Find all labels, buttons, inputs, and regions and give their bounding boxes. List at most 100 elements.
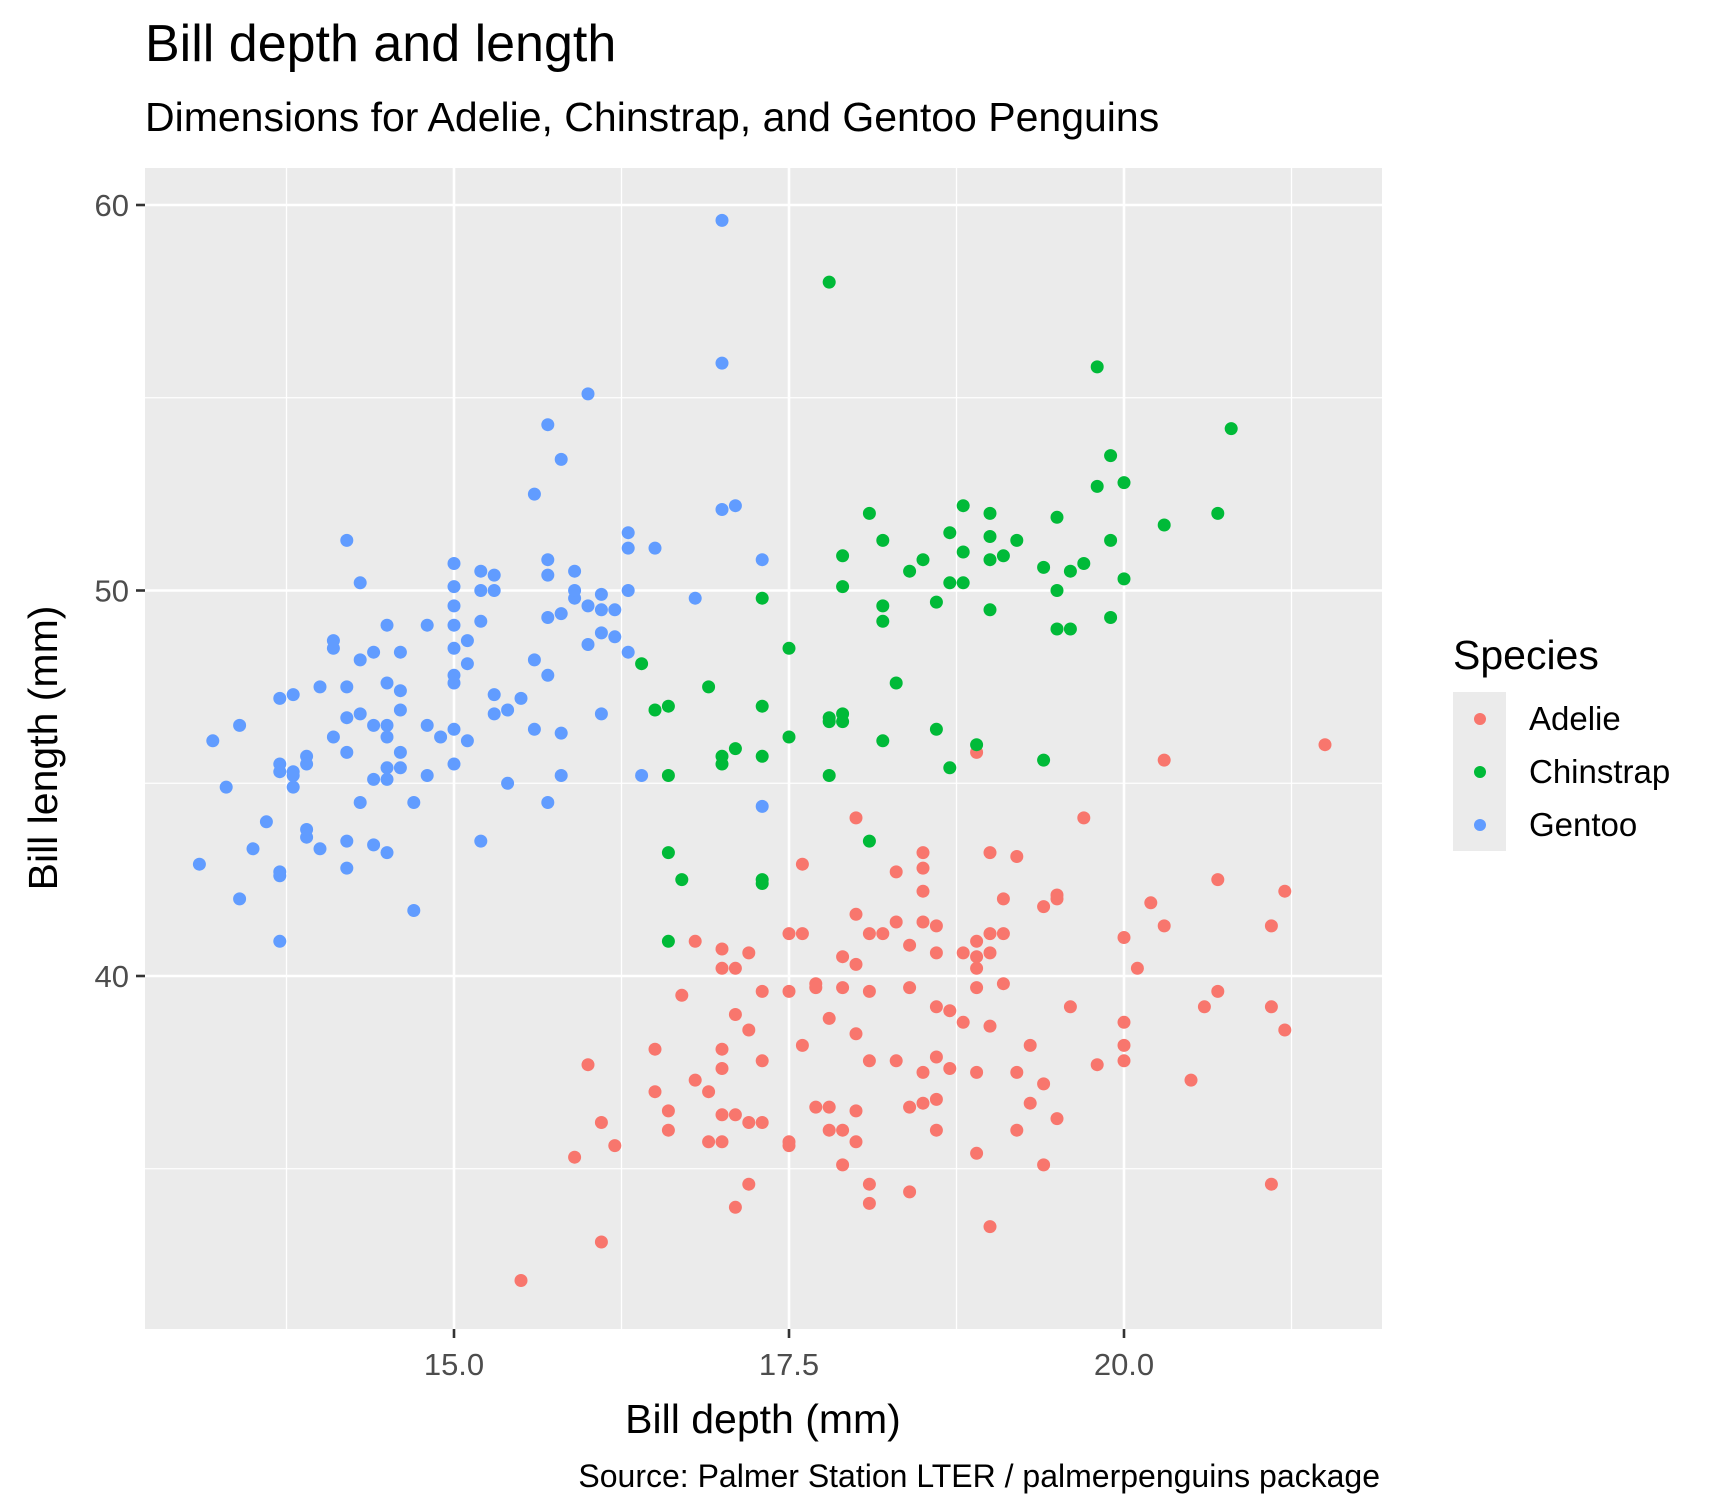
data-point xyxy=(259,815,273,829)
data-point xyxy=(943,576,957,590)
data-point xyxy=(836,580,850,594)
data-point xyxy=(326,730,340,744)
data-point xyxy=(1157,753,1171,767)
data-point xyxy=(849,1135,863,1149)
data-point xyxy=(273,865,287,879)
data-point xyxy=(487,707,501,721)
data-point xyxy=(742,1116,756,1129)
data-point xyxy=(956,545,970,559)
data-point xyxy=(1023,1038,1037,1052)
data-point xyxy=(822,769,836,782)
data-point xyxy=(970,1065,984,1079)
data-point xyxy=(889,1054,903,1068)
data-point xyxy=(608,603,622,617)
data-point xyxy=(983,1220,997,1234)
data-point xyxy=(1264,1000,1278,1014)
data-point xyxy=(594,707,608,721)
data-point xyxy=(568,564,582,578)
data-point xyxy=(1010,533,1024,547)
data-point xyxy=(970,738,984,752)
data-point xyxy=(675,988,689,1002)
data-point xyxy=(353,653,367,667)
data-point xyxy=(715,503,729,516)
data-point xyxy=(447,722,461,736)
data-point xyxy=(1050,892,1064,906)
data-point xyxy=(541,611,555,624)
data-point xyxy=(983,553,997,567)
data-point xyxy=(715,1108,729,1122)
data-point xyxy=(300,757,314,771)
data-point xyxy=(367,645,381,659)
data-point xyxy=(581,599,595,613)
data-point xyxy=(755,984,769,998)
data-point xyxy=(1184,1073,1198,1087)
data-point xyxy=(755,553,769,567)
data-point xyxy=(501,703,515,717)
data-point xyxy=(688,934,702,948)
data-point xyxy=(876,734,890,748)
data-point xyxy=(1117,476,1131,490)
data-point xyxy=(554,452,568,466)
data-point xyxy=(447,757,461,771)
data-point xyxy=(380,761,394,775)
data-point xyxy=(380,730,394,744)
data-point xyxy=(755,799,769,813)
data-point xyxy=(1050,510,1064,524)
data-point xyxy=(1318,738,1332,752)
data-point xyxy=(916,915,930,929)
data-point xyxy=(648,1085,662,1099)
data-point xyxy=(487,584,501,597)
data-point xyxy=(447,557,461,570)
x-tick-label: 15.0 xyxy=(424,1347,484,1382)
legend-key xyxy=(1453,798,1506,851)
series-adelie xyxy=(514,738,1332,1287)
data-point xyxy=(755,873,769,887)
data-point xyxy=(447,618,461,632)
data-point xyxy=(621,526,635,540)
data-point xyxy=(460,657,474,671)
data-point xyxy=(983,846,997,860)
data-point xyxy=(836,1158,850,1172)
data-point xyxy=(1117,572,1131,586)
data-point xyxy=(635,769,649,782)
chart-title: Bill depth and length xyxy=(145,15,617,73)
data-point xyxy=(581,638,595,651)
data-point xyxy=(661,769,675,782)
data-point xyxy=(407,904,421,917)
chart-caption: Source: Palmer Station LTER / palmerpeng… xyxy=(578,1458,1380,1494)
data-point xyxy=(1037,560,1051,574)
data-point xyxy=(1090,479,1104,493)
data-point xyxy=(286,780,300,794)
plot-panel xyxy=(145,168,1382,1329)
data-point xyxy=(822,1123,836,1137)
data-point xyxy=(340,745,354,759)
data-point xyxy=(702,1085,716,1099)
data-point xyxy=(755,699,769,713)
data-point xyxy=(273,691,287,705)
data-point xyxy=(1010,850,1024,863)
x-tick-label: 17.5 xyxy=(759,1347,819,1382)
data-point xyxy=(782,984,796,998)
data-point xyxy=(862,834,876,848)
data-point xyxy=(487,688,501,702)
data-point xyxy=(273,934,287,948)
data-point xyxy=(675,873,689,887)
data-point xyxy=(420,718,434,732)
data-point xyxy=(1104,611,1118,624)
y-axis-title: Bill length (mm) xyxy=(20,606,66,891)
data-point xyxy=(487,568,501,582)
data-point xyxy=(581,387,595,401)
data-point xyxy=(447,641,461,655)
data-point xyxy=(836,549,850,563)
data-point xyxy=(1050,1112,1064,1126)
data-point xyxy=(1278,1023,1292,1037)
data-point xyxy=(903,981,917,995)
data-point xyxy=(822,1100,836,1114)
data-point xyxy=(326,634,340,648)
data-point xyxy=(501,776,515,790)
data-point xyxy=(876,614,890,628)
data-point xyxy=(795,1038,809,1052)
data-point xyxy=(1144,896,1158,910)
data-point xyxy=(1050,622,1064,636)
data-point xyxy=(1264,919,1278,933)
